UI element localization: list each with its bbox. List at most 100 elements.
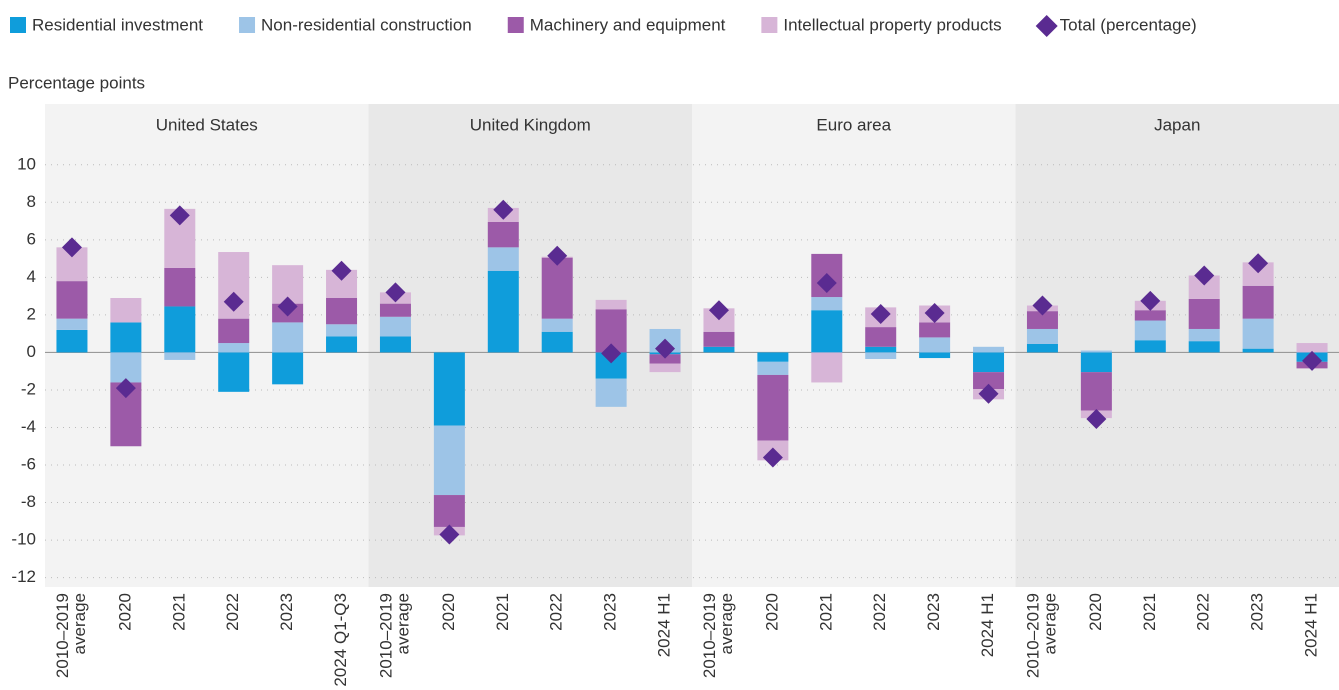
bar-segment: [433, 352, 465, 426]
bar-segment: [595, 378, 627, 407]
panel-background: [368, 104, 692, 587]
bar-segment: [811, 310, 843, 353]
y-tick-label: 0: [27, 342, 36, 361]
bar-segment: [1242, 262, 1274, 286]
x-tick-label: 2024 H1: [978, 593, 997, 657]
bar-segment: [541, 318, 573, 332]
bar-segment: [703, 331, 735, 347]
bar-segment: [1134, 340, 1166, 353]
bar-segment: [218, 318, 250, 344]
total-marker: [385, 282, 406, 303]
bar-segment: [811, 352, 843, 383]
bar-segment: [1188, 328, 1220, 342]
x-tick-label: 2024 H1: [1302, 593, 1321, 657]
bar-segment: [919, 322, 951, 338]
x-tick-label: average: [70, 593, 89, 654]
total-marker: [1086, 409, 1107, 430]
bar-segment: [110, 298, 142, 323]
bar-segment: [973, 346, 1005, 353]
legend-marker: [1035, 15, 1058, 37]
total-marker: [870, 303, 891, 324]
total-marker: [277, 296, 298, 317]
x-tick-label: 2023: [924, 593, 943, 631]
bar-segment: [326, 298, 358, 325]
x-tick-label: 2020: [762, 593, 781, 631]
y-tick-label: -8: [21, 492, 36, 511]
x-tick-label: 2022: [1194, 593, 1213, 631]
bar-segment: [1134, 310, 1166, 321]
bar-segment: [865, 327, 897, 347]
bar-segment: [56, 281, 88, 319]
y-tick-label: -6: [21, 455, 36, 474]
legend-swatch: [239, 17, 256, 33]
x-tick-label: 2023: [601, 593, 620, 631]
bar-segment: [110, 322, 142, 353]
bar-segment: [1134, 320, 1166, 341]
bar-segment: [1188, 341, 1220, 353]
x-tick-label: 2010–2019: [53, 593, 72, 678]
x-tick-label: 2010–2019: [700, 593, 719, 678]
panel-title: Japan: [1154, 115, 1200, 134]
total-marker: [1032, 295, 1053, 316]
legend-label: Residential investment: [32, 15, 203, 34]
legend-swatch: [507, 17, 524, 33]
bar-segment: [919, 337, 951, 353]
bar-segment: [1080, 372, 1112, 411]
bar-segment: [164, 267, 196, 307]
bar-segment: [218, 352, 250, 392]
bar-segment: [326, 336, 358, 353]
y-tick-label: 4: [27, 267, 36, 286]
bar-segment: [487, 222, 519, 248]
bar-segment: [703, 346, 735, 353]
total-marker: [1194, 265, 1215, 286]
bar-segment: [1188, 298, 1220, 329]
y-axis-title: Percentage points: [8, 73, 145, 92]
bar-segment: [379, 303, 411, 317]
x-tick-label: 2023: [277, 593, 296, 631]
x-tick-label: average: [1040, 593, 1059, 654]
total-marker: [1302, 350, 1323, 371]
total-marker: [1140, 290, 1161, 311]
bar-segment: [1080, 350, 1112, 353]
total-marker: [924, 303, 945, 324]
panel-title: United States: [156, 115, 258, 134]
total-marker: [978, 383, 999, 404]
bar-segment: [110, 352, 142, 383]
y-tick-label: 6: [27, 229, 36, 248]
x-tick-label: 2020: [439, 593, 458, 631]
bar-segment: [865, 352, 897, 359]
bar-segment: [326, 324, 358, 337]
bar-segment: [973, 352, 1005, 373]
bar-segment: [379, 316, 411, 337]
bar-segment: [649, 363, 681, 373]
total-marker: [331, 260, 352, 281]
panel-background: [1015, 104, 1339, 587]
x-tick-label: 2023: [1248, 593, 1267, 631]
bar-segment: [595, 299, 627, 310]
total-marker: [439, 524, 460, 545]
total-marker: [493, 199, 514, 220]
bar-segment: [1026, 343, 1058, 353]
bar-segment: [541, 331, 573, 353]
bar-segment: [56, 329, 88, 353]
legend-label: Non-residential construction: [261, 15, 472, 34]
x-tick-label: 2021: [493, 593, 512, 631]
x-tick-label: 2010–2019: [1023, 593, 1042, 678]
total-marker: [169, 205, 190, 226]
bar-segment: [272, 322, 304, 353]
bar-segment: [379, 336, 411, 353]
x-tick-label: average: [717, 593, 736, 654]
total-marker: [655, 338, 676, 359]
bar-segment: [487, 270, 519, 353]
legend-swatch: [10, 17, 26, 33]
total-marker: [223, 291, 244, 312]
total-marker: [61, 237, 82, 258]
bar-segment: [433, 425, 465, 496]
total-marker: [115, 378, 136, 399]
x-tick-label: 2024 Q1-Q3: [331, 593, 350, 687]
total-marker: [1248, 253, 1269, 274]
x-tick-label: 2022: [870, 593, 889, 631]
x-tick-label: 2021: [169, 593, 188, 631]
bar-segment: [1026, 328, 1058, 344]
panel-title: United Kingdom: [470, 115, 591, 134]
